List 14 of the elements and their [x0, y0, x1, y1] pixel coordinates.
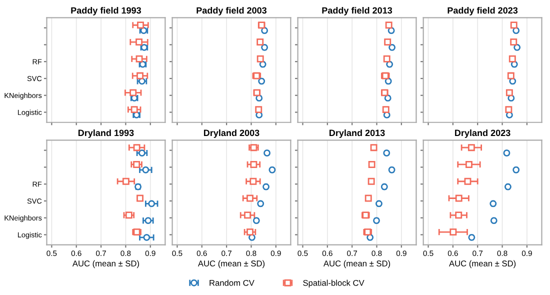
chart-title: Paddy field 2023	[448, 6, 518, 16]
legend-label: Random CV	[210, 280, 254, 286]
chart-title: Paddy field 2003	[196, 6, 267, 16]
x-axis-title: AUC (mean ± SD)	[449, 260, 516, 268]
chart-title: Dryland 2013	[330, 129, 385, 138]
chart-title: Paddy field 1993	[71, 6, 142, 16]
x-axis-title: AUC (mean ± SD)	[72, 260, 139, 268]
x-axis-title: AUC (mean ± SD)	[198, 260, 265, 268]
chart-title: Dryland 2023	[455, 129, 510, 138]
chart-title: Dryland 2003	[204, 129, 260, 138]
chart-title: Paddy field 2013	[322, 6, 392, 16]
legend-label: Spatial-block CV	[303, 280, 364, 288]
chart-title: Dryland 1993	[78, 129, 134, 138]
x-axis-title: AUC (mean ± SD)	[323, 260, 390, 268]
